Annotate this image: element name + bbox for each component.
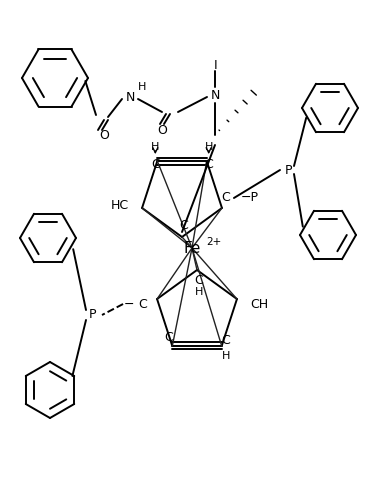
Text: HC: HC xyxy=(111,199,129,213)
Text: 2+: 2+ xyxy=(207,237,222,247)
Text: H: H xyxy=(151,142,160,152)
Text: H: H xyxy=(205,142,213,152)
Text: Fe: Fe xyxy=(183,240,201,255)
Text: C: C xyxy=(221,334,230,347)
Text: H: H xyxy=(195,287,203,297)
Text: −P: −P xyxy=(241,192,259,205)
Text: −: − xyxy=(124,297,134,310)
Text: P: P xyxy=(284,163,292,176)
Text: C: C xyxy=(139,297,147,310)
Text: C: C xyxy=(222,192,230,205)
Text: C: C xyxy=(204,158,213,171)
Text: H: H xyxy=(221,351,230,361)
Text: O: O xyxy=(99,128,109,141)
Text: C: C xyxy=(195,274,204,286)
Text: P: P xyxy=(88,308,96,321)
Text: N: N xyxy=(210,89,220,102)
Text: H: H xyxy=(138,82,146,92)
Text: C: C xyxy=(180,218,188,231)
Text: C: C xyxy=(164,331,173,344)
Text: I: I xyxy=(214,58,218,71)
Text: C: C xyxy=(151,158,160,171)
Text: O: O xyxy=(157,124,167,137)
Text: N: N xyxy=(125,91,135,103)
Text: CH: CH xyxy=(250,297,268,310)
